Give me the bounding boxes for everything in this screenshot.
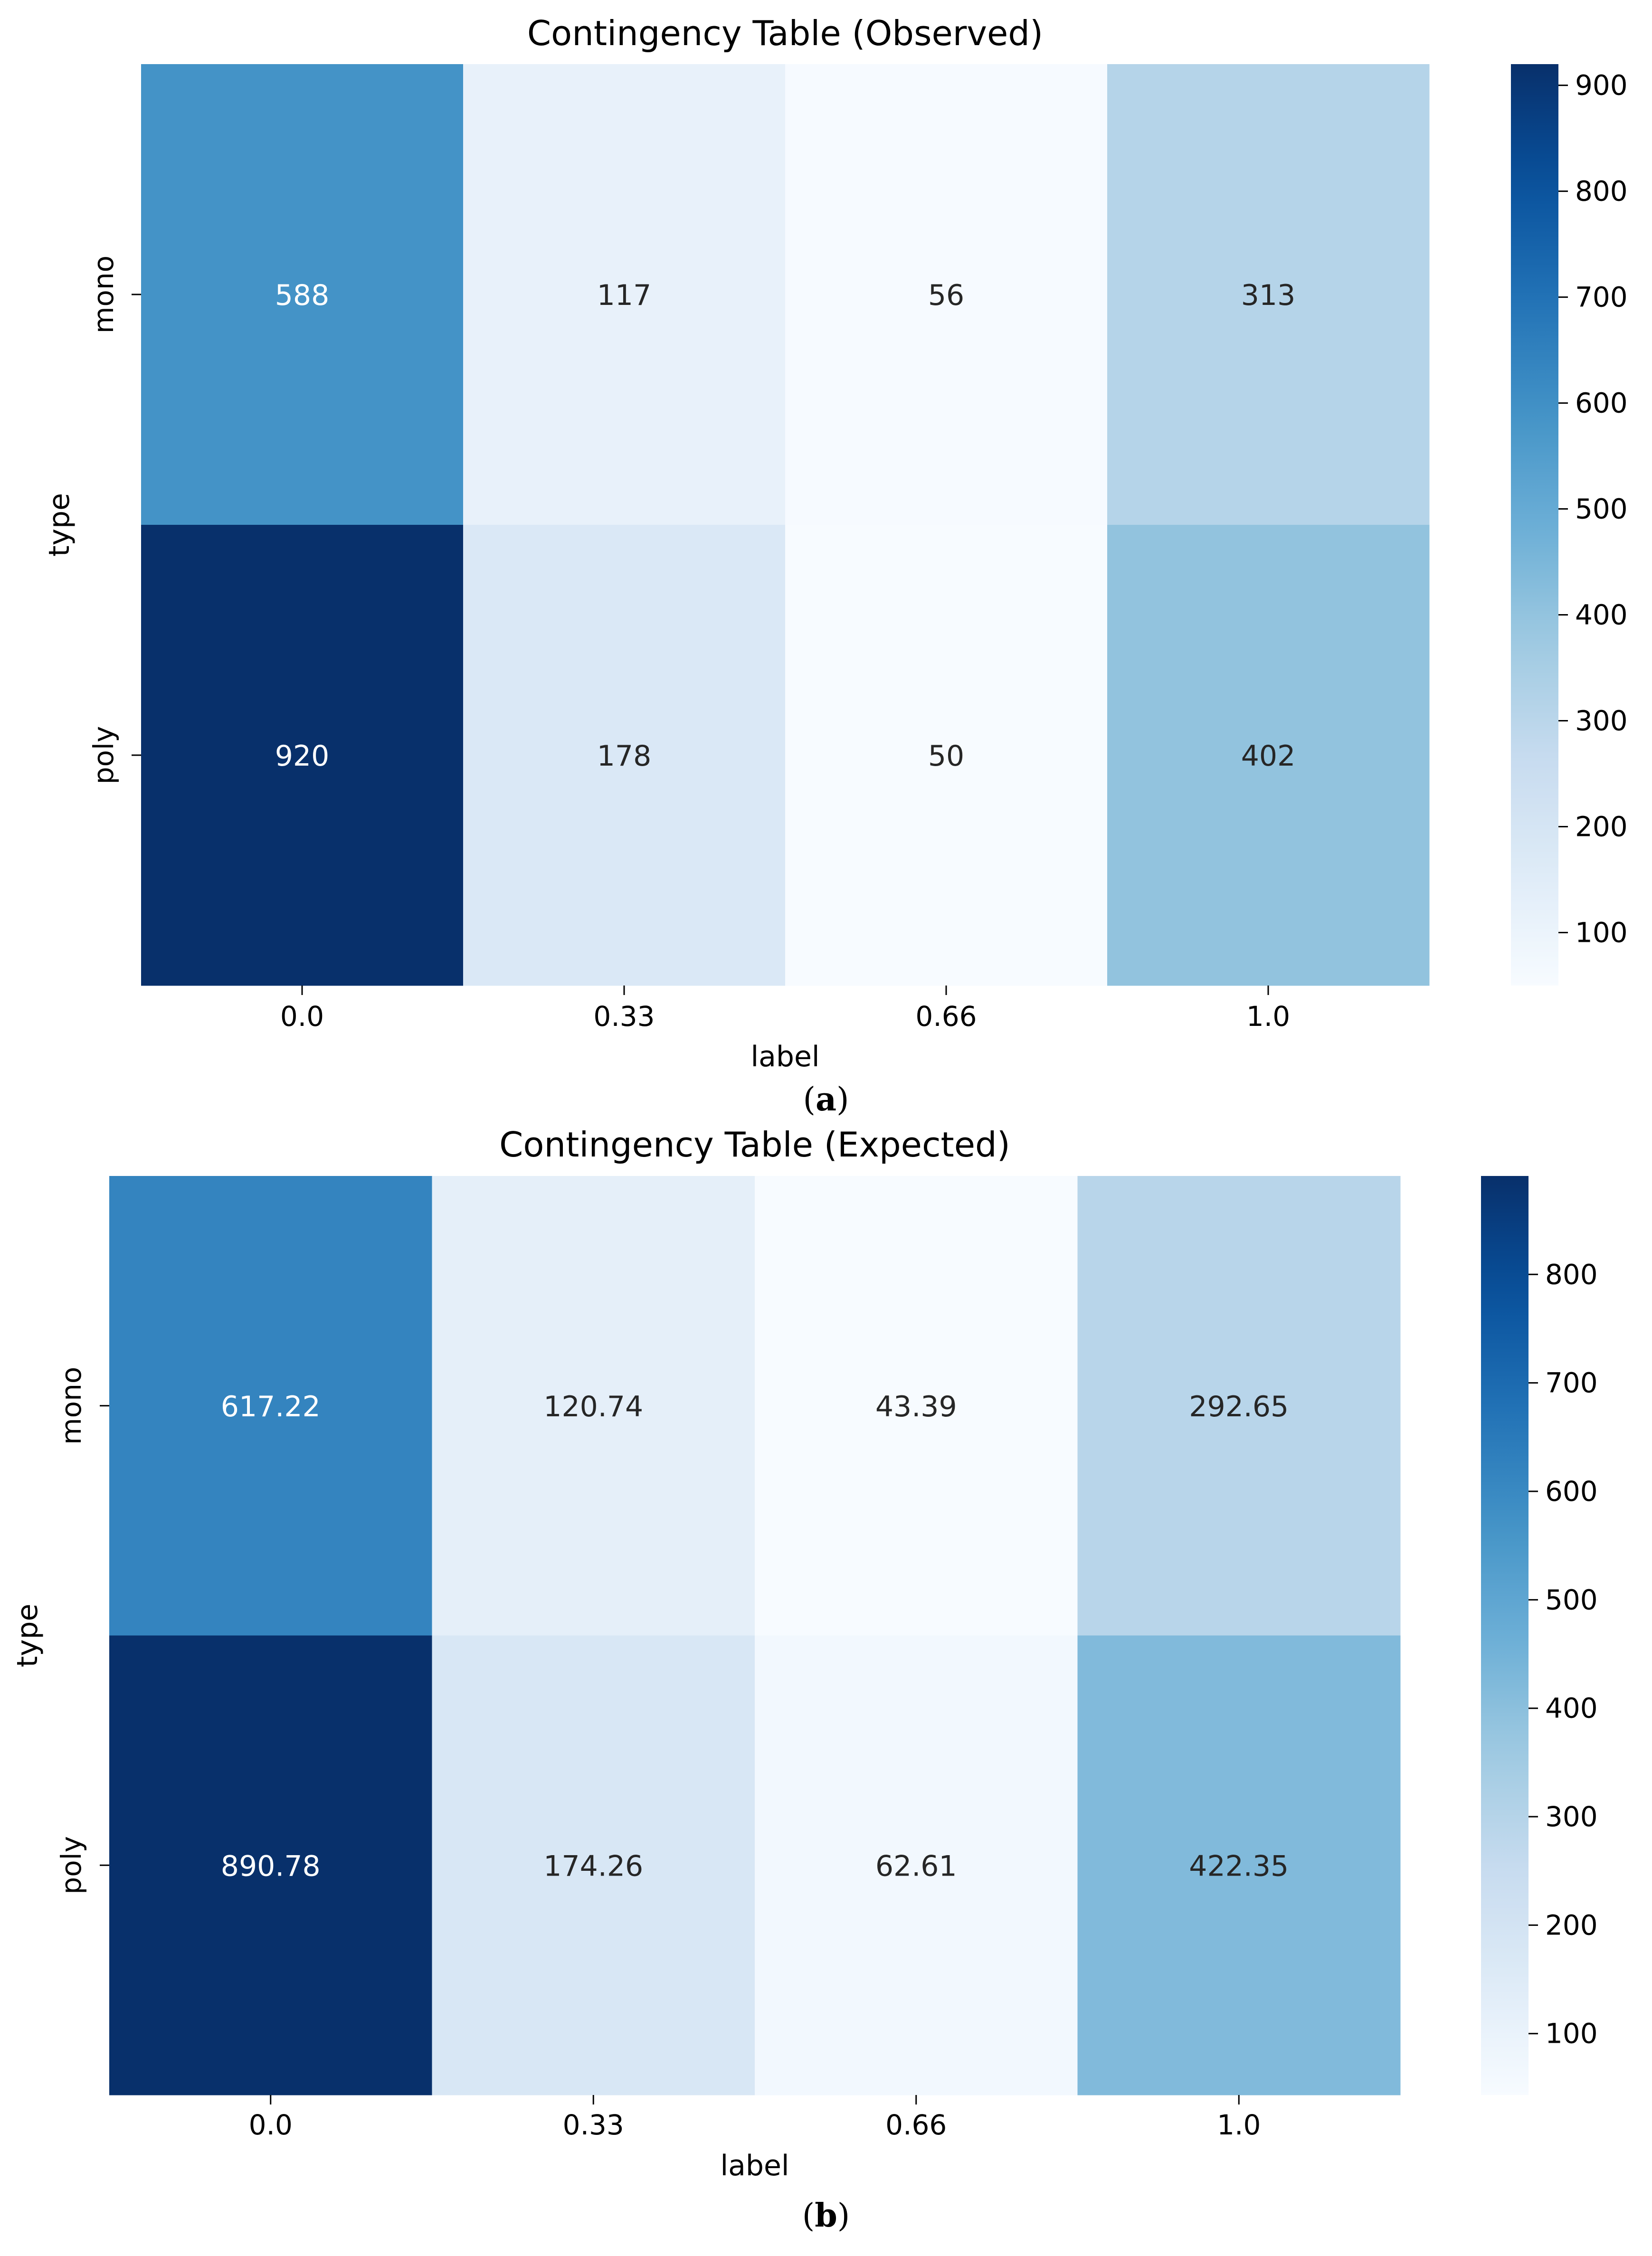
- cell-label: 617.22: [221, 1390, 321, 1423]
- colorbar-tick-label: 800: [1545, 1258, 1598, 1290]
- y-tick-label: mono: [55, 1367, 87, 1445]
- x-tick-label: 0.66: [915, 1000, 977, 1033]
- cell-label: 422.35: [1189, 1849, 1289, 1883]
- heatmap-cell: [432, 1176, 755, 1636]
- cell-label: 174.26: [543, 1849, 643, 1883]
- heatmap-cell: [1107, 525, 1430, 986]
- colorbar-tick-label: 600: [1545, 1475, 1598, 1507]
- colorbar-tick-label: 100: [1575, 917, 1628, 949]
- cell-label: 178: [597, 739, 652, 773]
- heatmap-cell: [1077, 1176, 1401, 1636]
- heatmap-cell: [432, 1635, 755, 2095]
- colorbar-tick-label: 200: [1545, 1909, 1598, 1941]
- heatmap-cell: [109, 1176, 432, 1636]
- x-tick-label: 1.0: [1217, 2109, 1261, 2141]
- heatmap-cell: [1107, 64, 1430, 525]
- x-axis-label: label: [720, 2149, 789, 2182]
- cell-label: 50: [928, 739, 964, 773]
- heatmap-cell: [463, 525, 786, 986]
- colorbar-tick-label: 300: [1575, 705, 1628, 737]
- colorbar-tick-label: 600: [1575, 387, 1628, 419]
- cell-label: 890.78: [221, 1849, 321, 1883]
- cell-label: 588: [275, 279, 330, 312]
- cell-label: 56: [928, 279, 964, 312]
- colorbar-tick-label: 400: [1575, 599, 1628, 631]
- heatmap-cell: [785, 64, 1108, 525]
- heatmap-cell: [1077, 1635, 1401, 2095]
- colorbar-tick-label: 400: [1545, 1692, 1598, 1725]
- x-tick-label: 0.0: [280, 1000, 324, 1033]
- heatmap-panel-expected: Contingency Table (Expected) 617.22 120.74…: [11, 1125, 1598, 2182]
- y-tick-label: poly: [87, 726, 120, 785]
- cell-label: 920: [275, 739, 330, 773]
- x-tick-label: 0.66: [885, 2109, 947, 2141]
- colorbar: [1481, 1176, 1529, 2095]
- heatmap-cell: [755, 1176, 1078, 1636]
- chart-title: Contingency Table (Expected): [499, 1125, 1010, 1165]
- panel-label-a: (a): [803, 1081, 849, 1119]
- cell-label: 62.61: [875, 1849, 957, 1883]
- colorbar-tick-label: 900: [1575, 69, 1628, 102]
- heatmap-panel-observed: Contingency Table (Observed) 588 117 56 313 9…: [43, 13, 1628, 1073]
- y-axis-label: type: [11, 1603, 44, 1667]
- cell-label: 120.74: [543, 1390, 643, 1423]
- y-tick-label: mono: [87, 256, 120, 333]
- heatmap-cell: [141, 525, 464, 986]
- heatmap-cell: [141, 64, 464, 525]
- x-tick-label: 0.0: [249, 2109, 293, 2141]
- chart-title: Contingency Table (Observed): [527, 13, 1043, 53]
- colorbar-tick-label: 700: [1545, 1367, 1598, 1399]
- cell-label: 43.39: [875, 1390, 957, 1423]
- cell-label: 292.65: [1189, 1390, 1289, 1423]
- x-tick-label: 1.0: [1246, 1000, 1290, 1033]
- colorbar-tick-label: 700: [1575, 281, 1628, 313]
- cell-label: 402: [1241, 739, 1296, 773]
- colorbar: [1511, 64, 1558, 986]
- cell-label: 117: [597, 279, 652, 312]
- colorbar-tick-label: 300: [1545, 1801, 1598, 1833]
- x-axis-label: label: [750, 1040, 819, 1073]
- colorbar-tick-label: 500: [1575, 493, 1628, 525]
- x-tick-label: 0.33: [593, 1000, 655, 1033]
- heatmap-cell: [463, 64, 786, 525]
- colorbar-tick-label: 800: [1575, 175, 1628, 208]
- x-tick-label: 0.33: [563, 2109, 624, 2141]
- colorbar-tick-label: 200: [1575, 811, 1628, 843]
- colorbar-tick-label: 100: [1545, 2018, 1598, 2050]
- heatmap-cell: [109, 1635, 432, 2095]
- heatmap-cell: [785, 525, 1108, 986]
- heatmap-cell: [755, 1635, 1078, 2095]
- cell-label: 313: [1241, 279, 1296, 312]
- colorbar-tick-label: 500: [1545, 1583, 1598, 1616]
- panel-label-b: (b): [802, 2197, 850, 2235]
- y-tick-label: poly: [55, 1836, 87, 1895]
- y-axis-label: type: [43, 493, 76, 557]
